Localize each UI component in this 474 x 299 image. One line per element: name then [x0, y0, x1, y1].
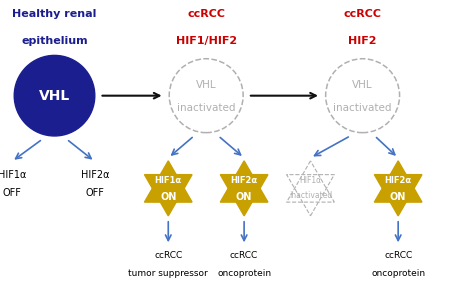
Text: ccRCC: ccRCC — [187, 9, 225, 19]
Text: HIF1α: HIF1α — [155, 176, 182, 185]
Text: VHL: VHL — [196, 80, 217, 90]
Text: ccRCC: ccRCC — [230, 251, 258, 260]
Text: oncoprotein: oncoprotein — [371, 269, 425, 278]
Text: HIF2α: HIF2α — [384, 176, 412, 185]
Polygon shape — [145, 175, 192, 216]
Text: ON: ON — [236, 192, 252, 202]
Text: OFF: OFF — [85, 188, 104, 198]
Text: HIF1α: HIF1α — [300, 176, 321, 185]
Text: ON: ON — [160, 192, 176, 202]
Text: Healthy renal: Healthy renal — [12, 9, 97, 19]
Text: HIF1/HIF2: HIF1/HIF2 — [176, 36, 237, 46]
Text: HIF2: HIF2 — [348, 36, 377, 46]
Text: oncoprotein: oncoprotein — [217, 269, 271, 278]
Text: ON: ON — [390, 192, 406, 202]
Text: HIF1α: HIF1α — [0, 170, 26, 180]
Text: tumor suppressor: tumor suppressor — [128, 269, 208, 278]
Text: VHL: VHL — [352, 80, 373, 90]
Text: epithelium: epithelium — [21, 36, 88, 46]
Text: VHL: VHL — [39, 89, 70, 103]
Text: OFF: OFF — [2, 188, 21, 198]
Ellipse shape — [14, 55, 95, 136]
Polygon shape — [220, 161, 268, 202]
Polygon shape — [374, 175, 422, 216]
Text: inactivated: inactivated — [177, 103, 236, 113]
Polygon shape — [145, 161, 192, 202]
Polygon shape — [220, 175, 268, 216]
Text: inactivated: inactivated — [333, 103, 392, 113]
Text: ccRCC: ccRCC — [384, 251, 412, 260]
Text: HIF2α: HIF2α — [81, 170, 109, 180]
Text: ccRCC: ccRCC — [154, 251, 182, 260]
Text: ccRCC: ccRCC — [344, 9, 382, 19]
Polygon shape — [374, 161, 422, 202]
Text: HIF2α: HIF2α — [230, 176, 258, 185]
Text: inactivated: inactivated — [289, 191, 332, 200]
